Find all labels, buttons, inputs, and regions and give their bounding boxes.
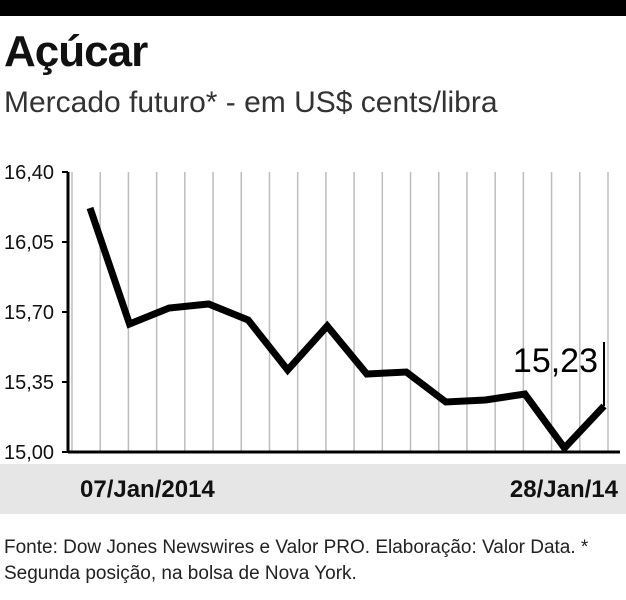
series bbox=[86, 206, 607, 454]
chart-subtitle: Mercado futuro* - em US$ cents/libra bbox=[4, 86, 498, 119]
chart-title: Açúcar bbox=[4, 27, 148, 76]
series-line bbox=[86, 206, 607, 454]
x-axis-label-band bbox=[0, 464, 626, 514]
y-tick-label: 16,05 bbox=[4, 232, 54, 254]
source-note: Fonte: Dow Jones Newswires e Valor PRO. … bbox=[4, 537, 589, 584]
line-chart: 16,40 16,05 15,70 15,35 15,00 15,23 bbox=[4, 162, 620, 464]
x-label-start: 07/Jan/2014 bbox=[80, 476, 215, 503]
vertical-grid bbox=[71, 172, 609, 452]
y-tick-labels: 16,40 16,05 15,70 15,35 15,00 bbox=[4, 162, 68, 464]
y-tick-label: 16,40 bbox=[4, 162, 54, 184]
x-label-end: 28/Jan/14 bbox=[509, 476, 618, 503]
y-tick-label: 15,35 bbox=[4, 372, 54, 394]
y-tick-label: 15,70 bbox=[4, 302, 54, 324]
last-value-label: 15,23 bbox=[513, 342, 598, 380]
annotations: 15,23 bbox=[513, 342, 605, 406]
y-tick-label: 15,00 bbox=[4, 442, 54, 464]
top-bar bbox=[0, 0, 626, 16]
